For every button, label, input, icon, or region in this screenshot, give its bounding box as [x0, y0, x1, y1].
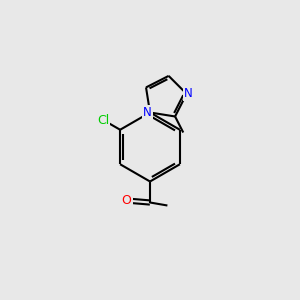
Text: N: N — [184, 87, 193, 100]
Text: O: O — [122, 194, 131, 208]
Text: N: N — [143, 106, 152, 119]
Text: Cl: Cl — [97, 113, 110, 127]
